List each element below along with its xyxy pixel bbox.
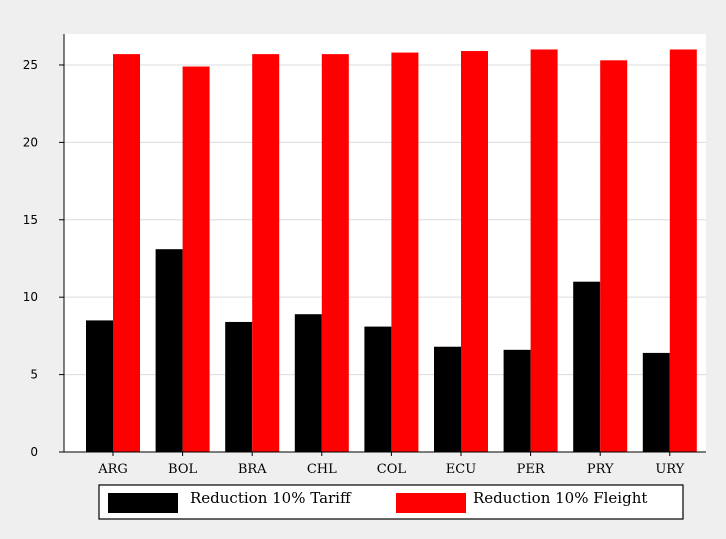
legend-swatch-tariff xyxy=(108,493,178,513)
x-tick-label: PER xyxy=(517,462,546,477)
bar-pry-freight xyxy=(600,60,628,453)
bar-col-tariff xyxy=(364,326,392,452)
bars-group xyxy=(86,49,697,453)
bar-chl-freight xyxy=(321,54,349,453)
bar-ury-freight xyxy=(669,49,697,453)
legend: Reduction 10% Tariff Reduction 10% Fleigh… xyxy=(98,484,684,520)
y-tick-label: 15 xyxy=(23,213,38,227)
x-tick-label: ECU xyxy=(446,462,476,477)
legend-label-tariff: Reduction 10% Tariff xyxy=(190,489,352,507)
x-tick-label: BRA xyxy=(238,462,267,477)
bar-pry-tariff xyxy=(573,281,601,452)
bar-bol-tariff xyxy=(155,249,183,452)
legend-box xyxy=(98,484,684,520)
bar-per-tariff xyxy=(503,349,531,452)
bar-per-freight xyxy=(530,49,558,453)
x-tick-label: CHL xyxy=(307,462,337,477)
bar-bra-tariff xyxy=(225,321,253,452)
y-tick-label: 5 xyxy=(30,368,38,382)
legend-swatch-freight xyxy=(396,493,466,513)
x-tick-label: COL xyxy=(377,462,407,477)
y-tick-label: 10 xyxy=(23,290,38,304)
axes-group xyxy=(63,34,706,453)
y-axis-ticks: 0 5 10 15 20 25 xyxy=(23,58,64,459)
legend-label-freight: Reduction 10% Fleight xyxy=(473,489,647,507)
bar-arg-freight xyxy=(113,54,140,453)
bar-chl-tariff xyxy=(294,314,322,452)
x-tick-label: BOL xyxy=(168,462,197,477)
bar-arg-tariff xyxy=(86,320,113,452)
x-tick-label: PRY xyxy=(587,462,614,477)
bar-ecu-tariff xyxy=(434,346,461,452)
bar-bra-freight xyxy=(252,54,280,453)
x-tick-label: URY xyxy=(655,462,684,477)
bar-bol-freight xyxy=(182,66,210,452)
x-tick-label: ARG xyxy=(97,462,128,477)
y-tick-label: 0 xyxy=(30,445,38,459)
bar-ury-tariff xyxy=(642,352,670,452)
bar-ecu-freight xyxy=(461,51,488,452)
bar-col-freight xyxy=(391,52,419,452)
y-tick-label: 25 xyxy=(23,58,38,72)
x-axis-ticks: ARG BOL BRA CHL COL ECU PER PRY URY xyxy=(97,452,685,477)
y-tick-label: 20 xyxy=(23,135,38,149)
